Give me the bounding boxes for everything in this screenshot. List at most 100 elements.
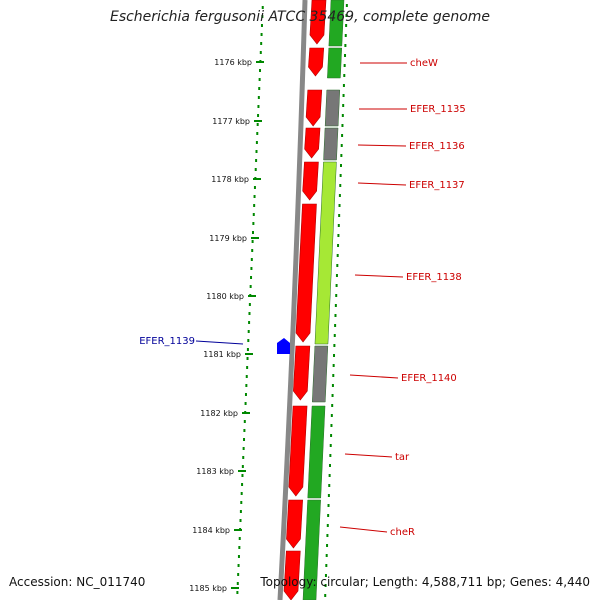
gene-label-efer-1139[interactable]: EFER_1139 xyxy=(139,336,195,347)
ruler-dot xyxy=(258,87,261,90)
ruler-dot xyxy=(250,267,253,270)
ruler-dot xyxy=(246,357,249,360)
reverse-genes-track xyxy=(302,0,345,600)
kbp-ticks: 1176 kbp 1177 kbp 1178 kbp 1179 kbp 1180 kbp… xyxy=(189,58,264,593)
ruler-dot xyxy=(339,164,342,167)
ruler-dot xyxy=(345,24,348,27)
ruler-dot xyxy=(256,132,259,135)
gene-label-efer-1140[interactable]: EFER_1140 xyxy=(401,373,457,384)
ruler-dot xyxy=(335,274,338,277)
ruler-dot xyxy=(237,573,240,576)
reverse-gene xyxy=(324,89,341,127)
ruler-dot xyxy=(344,34,347,37)
ruler-dot xyxy=(329,444,332,447)
ruler-dot xyxy=(343,64,346,67)
ruler-dot xyxy=(340,144,343,147)
forward-gene xyxy=(308,47,325,77)
ruler-dot xyxy=(251,240,254,243)
ruler-dot xyxy=(261,6,264,9)
ruler-dot xyxy=(254,168,257,171)
ruler-dot xyxy=(242,456,245,459)
ruler-dot xyxy=(253,195,256,198)
gene-label-efer-1136[interactable]: EFER_1136 xyxy=(409,141,465,152)
ruler-dot xyxy=(326,544,329,547)
ruler-dot xyxy=(327,494,330,497)
ruler-dot xyxy=(330,424,333,427)
ruler-dot xyxy=(334,324,337,327)
forward-gene xyxy=(295,203,317,343)
label-leader-line xyxy=(349,374,399,379)
ruler-dot xyxy=(255,141,258,144)
ruler-dot xyxy=(325,564,328,567)
accession-text: Accession: NC_011740 xyxy=(9,575,146,589)
forward-gene xyxy=(293,345,311,401)
ruler-dot xyxy=(345,4,348,7)
ruler-dot xyxy=(248,303,251,306)
backbone-arc xyxy=(277,0,308,600)
kbp-tick-label: 1180 kbp xyxy=(206,292,244,301)
ruler-dot xyxy=(259,69,262,72)
gene-label-efer-1137[interactable]: EFER_1137 xyxy=(409,180,465,191)
ruler-dot xyxy=(260,33,263,36)
ruler-dot xyxy=(241,465,244,468)
ruler-dot xyxy=(250,276,253,279)
ruler-dot xyxy=(247,330,250,333)
reverse-gene xyxy=(328,0,345,47)
ruler-dot xyxy=(342,84,345,87)
label-leader-line xyxy=(357,144,407,147)
ruler-dot xyxy=(239,519,242,522)
label-leader-line xyxy=(344,453,393,458)
ruler-dot xyxy=(237,555,240,558)
ruler-dot xyxy=(337,224,340,227)
ruler-dot xyxy=(238,546,241,549)
ruler-dot xyxy=(237,564,240,567)
gene-label-cher[interactable]: cheR xyxy=(390,527,415,538)
gene-label-efer-1135[interactable]: EFER_1135 xyxy=(410,104,466,115)
ruler-dot xyxy=(333,344,336,347)
ruler-dot xyxy=(331,394,334,397)
inner-dotted-ruler xyxy=(236,6,264,594)
ruler-dot xyxy=(243,438,246,441)
kbp-tick-label: 1182 kbp xyxy=(200,409,238,418)
ruler-dot xyxy=(338,204,341,207)
gene-label-efer-1138[interactable]: EFER_1138 xyxy=(406,272,462,283)
ruler-dot xyxy=(242,447,245,450)
gene-label-chew[interactable]: cheW xyxy=(410,58,438,69)
ruler-dot xyxy=(335,284,338,287)
ruler-dot xyxy=(260,42,263,45)
ruler-dot xyxy=(340,154,343,157)
ruler-dot xyxy=(250,258,253,261)
gene-label-tar[interactable]: tar xyxy=(395,452,410,463)
small-feature-icon xyxy=(277,338,290,354)
ruler-dot xyxy=(236,591,239,594)
ruler-dot xyxy=(236,582,239,585)
kbp-tick-label: 1178 kbp xyxy=(211,175,249,184)
ruler-dot xyxy=(257,114,260,117)
ruler-dot xyxy=(332,374,335,377)
kbp-tick-label: 1185 kbp xyxy=(189,584,227,593)
label-leader-line xyxy=(354,274,404,278)
ruler-dot xyxy=(343,74,346,77)
kbp-tick-label: 1183 kbp xyxy=(196,467,234,476)
map-title: Escherichia fergusonii ATCC 35469, compl… xyxy=(109,9,491,25)
topology-text: Topology: circular; Length: 4,588,711 bp… xyxy=(260,575,590,589)
ruler-dot xyxy=(244,393,247,396)
ruler-dot xyxy=(251,231,254,234)
ruler-dot xyxy=(245,384,248,387)
ruler-dot xyxy=(255,150,258,153)
ruler-dot xyxy=(341,134,344,137)
ruler-dot xyxy=(338,194,341,197)
forward-genes-track xyxy=(283,0,327,600)
ruler-dot xyxy=(239,510,242,513)
ruler-dot xyxy=(341,124,344,127)
ruler-dot xyxy=(246,348,249,351)
kbp-tick-label: 1179 kbp xyxy=(209,234,247,243)
label-leader-line xyxy=(195,340,244,345)
ruler-dot xyxy=(241,474,244,477)
ruler-dot xyxy=(337,234,340,237)
ruler-dot xyxy=(325,554,328,557)
ruler-dot xyxy=(333,334,336,337)
ruler-dot xyxy=(248,321,251,324)
ruler-dot xyxy=(244,402,247,405)
ruler-dot xyxy=(331,384,334,387)
